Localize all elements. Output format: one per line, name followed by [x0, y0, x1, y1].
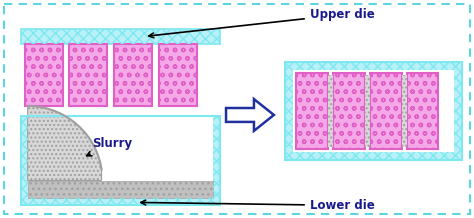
Bar: [296, 73, 328, 149]
Text: Upper die: Upper die: [149, 8, 374, 38]
Bar: [365, 75, 370, 147]
Bar: [333, 73, 365, 149]
Polygon shape: [226, 99, 274, 131]
Bar: [333, 73, 365, 149]
Bar: [370, 73, 401, 149]
Bar: [328, 75, 333, 147]
Bar: [25, 44, 63, 106]
Bar: [21, 29, 220, 44]
Bar: [213, 116, 220, 205]
Bar: [401, 75, 407, 147]
Bar: [27, 181, 213, 198]
Bar: [159, 44, 197, 106]
Bar: [365, 75, 370, 147]
Bar: [27, 181, 213, 198]
Bar: [21, 116, 220, 205]
Text: Slurry: Slurry: [87, 137, 133, 156]
Bar: [114, 44, 152, 106]
Bar: [21, 198, 220, 205]
Bar: [401, 75, 407, 147]
Bar: [70, 44, 108, 106]
Bar: [213, 116, 220, 205]
Bar: [370, 73, 401, 149]
Text: Lower die: Lower die: [141, 199, 374, 212]
Bar: [21, 116, 27, 205]
Bar: [296, 73, 328, 149]
Bar: [21, 116, 27, 205]
Bar: [407, 73, 438, 149]
Bar: [159, 44, 197, 106]
Bar: [407, 73, 438, 149]
Bar: [70, 44, 108, 106]
Bar: [114, 44, 152, 106]
Bar: [25, 44, 63, 106]
Polygon shape: [27, 106, 101, 181]
Bar: [285, 62, 462, 160]
Bar: [285, 62, 462, 160]
Bar: [293, 70, 455, 152]
Bar: [21, 29, 220, 44]
Bar: [328, 75, 333, 147]
Bar: [21, 198, 220, 205]
